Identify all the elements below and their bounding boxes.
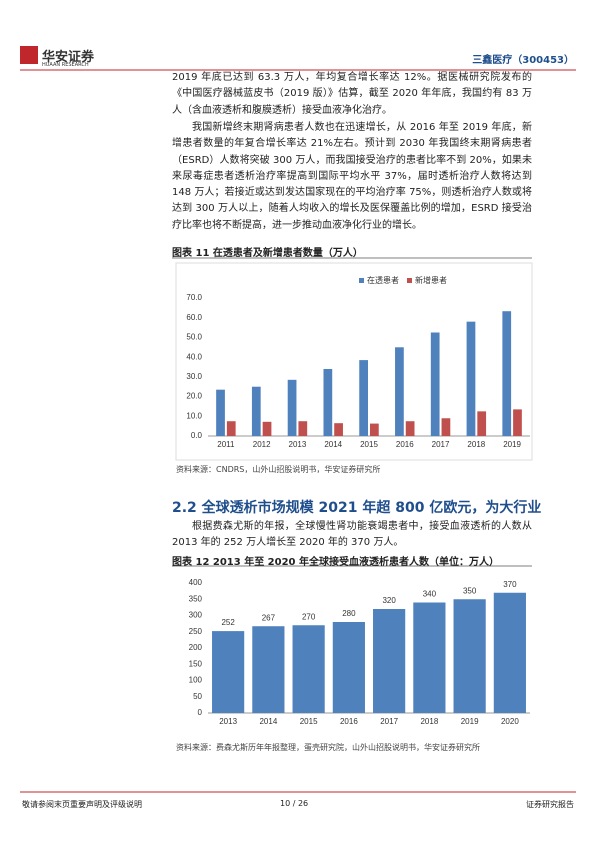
y-tick-label: 400: [189, 578, 203, 587]
data-label: 370: [503, 580, 517, 589]
bar: [287, 379, 297, 436]
bar: [323, 368, 333, 436]
x-tick-label: 2011: [217, 440, 235, 449]
figure-title: 图表 12 2013 年至 2020 年全球接受血液透析患者人数（单位：万人）: [172, 557, 499, 568]
bar: [477, 411, 487, 436]
bar: [453, 599, 486, 713]
bar: [373, 609, 406, 713]
bar: [466, 321, 476, 436]
x-tick-label: 2014: [324, 440, 342, 449]
y-tick-label: 70.0: [186, 293, 202, 302]
x-tick-label: 2019: [461, 717, 479, 726]
section-heading: 2.2 全球透析市场规模 2021 年超 800 亿欧元，为大行业: [172, 500, 542, 516]
paragraph: 根据费森尤斯的年报，全球慢性肾功能衰竭患者中，接受血液透析的人数从 2013 年…: [172, 521, 532, 549]
y-tick-label: 50.0: [186, 333, 202, 342]
bar: [298, 421, 308, 436]
source: 资料来源：费森尤斯历年年报整理，蛋壳研究院，山外山招股说明书，华安证券研究所: [176, 743, 480, 752]
bar: [226, 421, 236, 436]
legend-swatch: [359, 278, 364, 283]
data-label: 350: [463, 586, 477, 595]
y-tick-label: 20.0: [186, 392, 202, 401]
x-tick-label: 2018: [467, 440, 485, 449]
bar: [502, 311, 512, 436]
bar: [513, 409, 522, 436]
bar: [262, 421, 272, 436]
y-tick-label: 150: [189, 659, 203, 668]
x-tick-label: 2014: [259, 717, 277, 726]
data-label: 267: [262, 613, 276, 622]
bar: [493, 592, 526, 713]
footer-right: 证券研究报告: [526, 800, 574, 809]
data-label: 340: [423, 590, 437, 599]
x-tick-label: 2016: [340, 717, 358, 726]
bar: [359, 360, 368, 436]
legend-label: 新增患者: [415, 275, 447, 285]
y-tick-label: 350: [189, 594, 203, 603]
bar: [252, 626, 285, 713]
logo-subtext: HUAAN RESEARCH: [42, 62, 89, 68]
x-tick-label: 2020: [501, 717, 519, 726]
x-tick-label: 2018: [420, 717, 438, 726]
y-tick-label: 50: [193, 692, 202, 701]
bar: [334, 423, 343, 436]
bar: [370, 423, 379, 436]
bar: [430, 332, 440, 436]
y-tick-label: 30.0: [186, 372, 202, 381]
x-tick-label: 2015: [300, 717, 318, 726]
y-tick-label: 60.0: [186, 313, 202, 322]
bar: [251, 386, 261, 436]
y-tick-label: 300: [189, 611, 203, 620]
y-tick-label: 200: [189, 643, 203, 652]
footer-left: 敬请参阅末页重要声明及评级说明: [22, 800, 142, 809]
bar: [405, 421, 415, 436]
x-tick-label: 2017: [432, 440, 450, 449]
paragraph: 我国新增终末期肾病患者人数也在迅速增长，从 2016 年至 2019 年底，新增…: [172, 122, 532, 231]
x-tick-label: 2013: [219, 717, 237, 726]
bar: [332, 622, 365, 713]
data-label: 320: [382, 596, 396, 605]
data-label: 270: [302, 612, 316, 621]
y-tick-label: 0: [198, 708, 203, 717]
x-tick-label: 2012: [253, 440, 271, 449]
x-tick-label: 2015: [360, 440, 378, 449]
paragraph: 2019 年底已达到 63.3 万人，年均复合增长率达 12%。据医械研究院发布…: [172, 72, 532, 116]
x-tick-label: 2013: [289, 440, 307, 449]
bar: [395, 347, 404, 436]
x-tick-label: 2016: [396, 440, 414, 449]
logo-mark: [20, 46, 38, 64]
source: 资料来源：CNDRS，山外山招股说明书，华安证券研究所: [176, 465, 381, 474]
data-label: 280: [342, 609, 356, 618]
data-label: 252: [221, 618, 235, 627]
y-tick-label: 250: [189, 627, 203, 636]
bar: [216, 389, 225, 436]
x-tick-label: 2017: [380, 717, 398, 726]
legend-label: 在透患者: [367, 275, 399, 285]
bar: [212, 631, 245, 713]
company: 三鑫医疗（300453）: [472, 55, 574, 66]
y-tick-label: 0.0: [191, 431, 203, 440]
y-tick-label: 40.0: [186, 352, 202, 361]
logo-text: 华安证券: [42, 50, 95, 65]
y-tick-label: 10.0: [186, 411, 202, 420]
bar: [413, 602, 446, 713]
legend-swatch: [407, 278, 412, 283]
chart-frame: [175, 262, 533, 461]
bar: [292, 625, 325, 713]
figure-title: 图表 11 在透患者及新增患者数量（万人）: [172, 248, 363, 259]
x-tick-label: 2019: [503, 440, 521, 449]
page-number: 10 / 26: [280, 799, 309, 808]
bar: [441, 418, 451, 436]
y-tick-label: 100: [189, 676, 203, 685]
